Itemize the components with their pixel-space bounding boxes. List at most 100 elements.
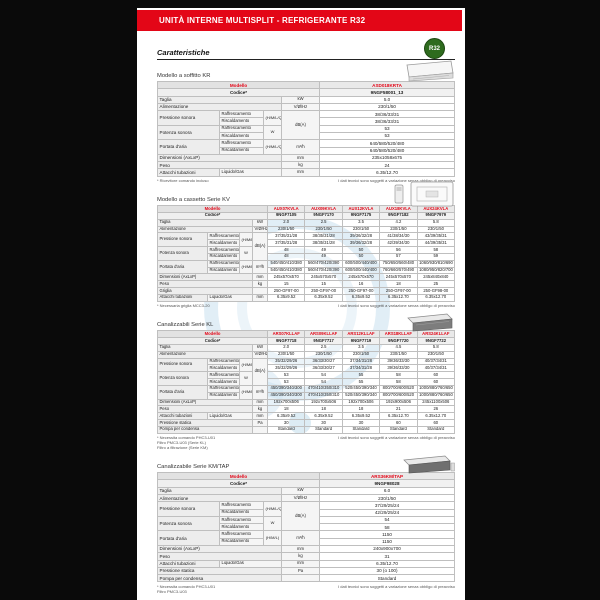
row-label: Portata d'aria — [157, 530, 220, 546]
code-value: 9NGF98028 — [319, 479, 455, 488]
row-qualifier: (H/M/L/Q) — [239, 384, 253, 400]
row-sub-label: Raffrescamento — [207, 259, 240, 268]
cell-value: 3.5 — [341, 218, 381, 227]
row-unit: mm — [280, 544, 321, 554]
cell-value: 30 — [304, 419, 343, 427]
cell-value: 41/38/34/30 — [379, 232, 418, 241]
row-label: Peso — [157, 405, 253, 414]
cell-value: 35/32/29/26 — [267, 364, 306, 373]
cell-value: 250-GF97-00 — [267, 287, 306, 295]
row-sub-label: Raffrescamento — [207, 384, 240, 393]
cell-value: 42/39/34/30 — [379, 239, 418, 248]
cell-value: 54 — [304, 371, 343, 380]
section-header: Canalizzabili Serie KL — [157, 313, 455, 332]
cell-value: 6.35x12.70 — [379, 293, 418, 302]
row-unit: V/Ø/Hz — [251, 225, 269, 234]
row-unit: kW — [251, 218, 269, 227]
cell-value: 18 — [267, 405, 306, 414]
row-sub-label: Raffrescamento — [207, 232, 240, 241]
row-qualifier: W — [239, 246, 253, 261]
cell-value: 800/700/600/520 — [379, 384, 418, 393]
row-sub-label: Riscaldamento — [207, 252, 240, 261]
row-label: Attacchi tubazioni — [157, 168, 220, 177]
row-unit: mm — [251, 412, 269, 421]
cell-value: 36/33/30/27 — [304, 364, 343, 373]
cell-value: 44/39/35/31 — [416, 239, 456, 248]
cell-value: 2.5 — [304, 218, 343, 227]
row-unit: mm — [251, 293, 269, 302]
cell-value: 6.0 — [319, 486, 455, 496]
cell-value: 37/29/25/24 — [319, 501, 455, 510]
model-name: AUX12KVLA — [341, 205, 381, 213]
cell-value: 6.35/12.70 — [319, 559, 455, 568]
row-label: Attacchi tubazioni — [157, 412, 208, 421]
row-sub-label: Riscaldamento — [219, 508, 264, 517]
footnote-left: * Ricevitore comando incluso — [157, 178, 209, 183]
row-label: Alimentazione — [157, 350, 253, 359]
row-unit: kg — [280, 552, 321, 561]
cell-value: 15 — [304, 280, 343, 289]
cell-value: 192x700x506 — [341, 398, 381, 407]
model-name: ARS12KLLAF — [341, 330, 381, 339]
row-label: Portata d'aria — [157, 384, 208, 400]
table-footnotes: * Necessita comando PHC3-U01 Filtro PMC3-… — [157, 435, 455, 450]
table-footnotes: * Necessaria griglia MCC3-20 I dati tecn… — [157, 303, 455, 308]
spec-table-kv: Modello AUX07KVLA AUX09KVLA AUX12KVLA AUX18K… — [156, 205, 456, 302]
cell-value: 235x1058x675 — [319, 153, 455, 163]
row-label: Taglia — [157, 95, 282, 104]
row-unit: V/Ø/Hz — [280, 102, 321, 112]
cell-value: 230/1/50 — [416, 350, 456, 359]
cell-value: Standard — [267, 425, 306, 434]
cell-value: 230/1/50 — [267, 350, 306, 359]
row-sub-label: Riscaldamento — [207, 378, 240, 386]
row-label: Pompa per condensa — [157, 574, 282, 583]
row-unit: mm — [251, 398, 269, 407]
cell-value: 245x570x570 — [267, 273, 306, 282]
cell-value: 6.35x12.70 — [379, 412, 418, 421]
cell-value: 192x700x506 — [304, 398, 343, 407]
row-label: Dimensioni (AxLxP) — [157, 398, 253, 407]
row-unit: kW — [280, 95, 321, 104]
cell-value: Standard — [379, 425, 418, 434]
cell-value: 470/410/350/310 — [304, 384, 343, 393]
row-label: Taglia — [157, 486, 282, 496]
cell-value: 800/700/600/520 — [379, 391, 418, 400]
row-unit: mm — [280, 168, 321, 177]
row-unit: m³/h — [280, 530, 321, 546]
row-label: Dimensioni (AxLxP) — [157, 544, 282, 554]
cell-value: Standard — [341, 425, 381, 434]
row-label: Alimentazione — [157, 225, 253, 234]
footnote-line: * Necessita comando PHC3-U01 — [157, 583, 216, 589]
cell-value: 58 — [319, 523, 455, 532]
cell-value: 60 — [416, 378, 456, 386]
row-sub-label: Raffrescamento — [207, 246, 240, 254]
cell-value: 6.35x9.52 — [341, 293, 381, 302]
footnote-right: I dati tecnici sono soggetti a variazion… — [338, 435, 455, 441]
row-label: Taglia — [157, 343, 253, 352]
r32-badge-icon: R32 — [424, 38, 445, 59]
row-sub-label: Raffrescamento — [207, 357, 240, 366]
row-label: Pressione sonora — [157, 110, 220, 126]
section-header: Modello a soffitto KR — [157, 60, 455, 82]
spec-table-kl: Modello ARS07KLLAF ARS09KLLAF ARS12KLLAF ARS… — [156, 330, 456, 434]
cell-value: 37/35/31/28 — [267, 239, 306, 248]
cell-value: 50 — [341, 252, 381, 261]
cell-value: 2.5 — [304, 343, 343, 352]
row-unit: kg — [280, 161, 321, 170]
cell-value: 6.35x9.52 — [304, 293, 343, 302]
row-qualifier: (H/M/L/Q) — [239, 232, 253, 248]
cell-value: 57 — [379, 252, 418, 261]
cell-value: 39/36/33/30 — [379, 357, 418, 366]
cell-value: 250-GF98-00 — [416, 287, 456, 295]
cell-value: 230/1/50 — [304, 350, 343, 359]
cell-value: 55 — [341, 378, 381, 386]
code-value: 9NGF7182 — [379, 211, 418, 220]
cell-value: 245x570x570 — [304, 273, 343, 282]
row-qualifier: W — [239, 371, 253, 386]
cell-value: 6.35x9.52 — [267, 412, 306, 421]
footnote-line: * Necessaria griglia MCC3-20 — [157, 303, 210, 309]
row-sub-label: Raffrescamento — [219, 139, 264, 148]
cell-value: 240x900x700 — [319, 544, 455, 554]
section-soffitto-kr: Modello a soffitto KR Modello ASD018KRTA C… — [156, 60, 455, 183]
row-sub-label: Riscaldamento — [219, 523, 264, 532]
